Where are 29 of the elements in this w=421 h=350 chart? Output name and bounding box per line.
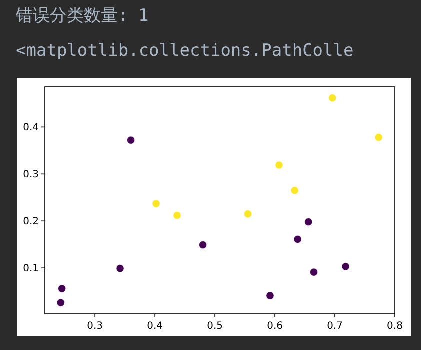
point: [116, 264, 124, 273]
point: [304, 218, 313, 226]
text: 错误分类数量: 1: [16, 5, 149, 27]
point: [58, 284, 66, 293]
point: [294, 236, 302, 244]
point: [244, 210, 252, 218]
x-tick-label: 0.7: [327, 321, 343, 332]
x-tick-label: 0.6: [267, 321, 283, 332]
y-tick-label: 0.1: [23, 264, 39, 275]
point: [56, 298, 65, 307]
point: [328, 94, 337, 102]
point: [266, 292, 274, 300]
y-tick-label: 0.3: [23, 170, 39, 181]
point: [342, 262, 350, 271]
x-tick-label: 0.5: [207, 321, 224, 332]
y-tick-label: 0.4: [23, 122, 39, 134]
point: [275, 161, 284, 170]
point: [127, 136, 136, 144]
x-tick-label: 0.4: [147, 321, 164, 332]
point: [173, 212, 182, 220]
point: [374, 134, 383, 142]
point: [152, 200, 160, 208]
point: [199, 241, 208, 250]
x-tick-label: 0.8: [387, 321, 403, 332]
text: <matplotlib.collections.PathColle: [16, 41, 354, 61]
y-tick-label: 0.2: [23, 216, 39, 228]
x-tick-label: 0.3: [87, 321, 104, 332]
point: [290, 186, 299, 195]
point: [310, 268, 318, 276]
